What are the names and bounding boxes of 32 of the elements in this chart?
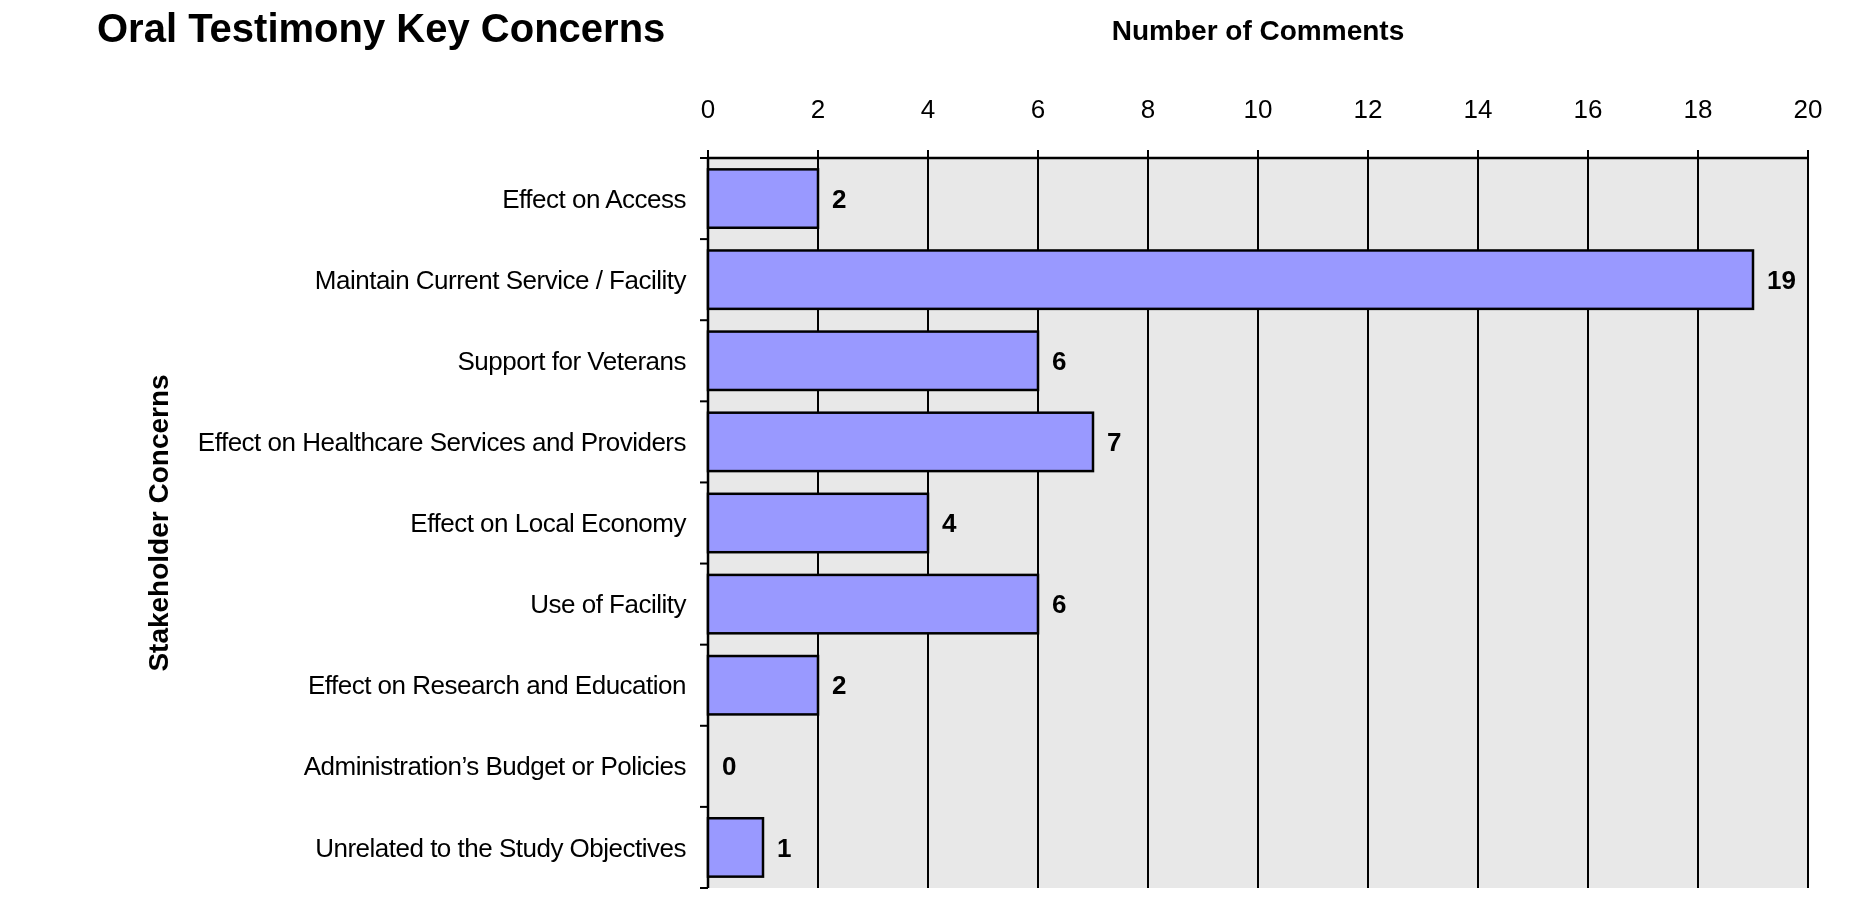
y-tick-label: Effect on Local Economy — [410, 508, 687, 539]
data-label: 19 — [1767, 264, 1796, 295]
x-tick-label: 6 — [1030, 94, 1046, 124]
data-label: 7 — [1107, 426, 1122, 457]
y-tick-label: Administration’s Budget or Policies — [303, 751, 687, 782]
y-tick-label: Support for Veterans — [457, 345, 687, 376]
data-label: 6 — [1052, 345, 1067, 376]
x-tick-label: 8 — [1140, 94, 1156, 124]
text: Oral Testimony Key Concerns — [97, 6, 666, 50]
x-tick-label: 0 — [700, 94, 716, 124]
data-label: 6 — [1052, 589, 1067, 620]
x-axis-title: Number of Comments — [1111, 15, 1405, 46]
x-tick-label: 10 — [1243, 94, 1273, 124]
x-tick-label: 4 — [920, 94, 936, 124]
data-label: 4 — [942, 508, 957, 539]
data-label: 2 — [832, 183, 847, 214]
x-tick-label: 14 — [1463, 94, 1493, 124]
y-tick-label: Effect on Access — [502, 183, 687, 214]
y-tick-label: Effect on Healthcare Services and Providers — [197, 426, 687, 457]
data-label: 2 — [832, 670, 847, 701]
x-tick-label: 18 — [1683, 94, 1713, 124]
y-tick-label: Unrelated to the Study Objectives — [315, 832, 687, 863]
x-tick-label: 12 — [1353, 94, 1383, 124]
y-tick-label: Maintain Current Service / Facility — [314, 264, 687, 295]
y-tick-label: Effect on Research and Education — [307, 670, 686, 701]
y-axis-title: Stakeholder Concerns — [143, 374, 174, 672]
data-label: 0 — [722, 751, 737, 782]
x-tick-label: 20 — [1793, 94, 1823, 124]
data-label: 1 — [777, 832, 792, 863]
y-tick-label: Use of Facility — [530, 589, 687, 620]
x-tick-label: 16 — [1573, 94, 1603, 124]
x-tick-label: 2 — [810, 94, 826, 124]
